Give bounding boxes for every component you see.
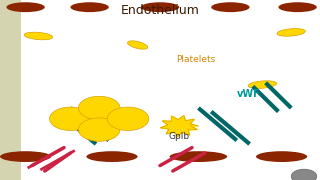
Ellipse shape [277, 29, 305, 36]
Ellipse shape [278, 2, 317, 12]
Ellipse shape [0, 151, 51, 162]
Ellipse shape [24, 32, 52, 40]
Text: Endothelium: Endothelium [121, 4, 199, 17]
Ellipse shape [6, 2, 45, 12]
Text: Platelets: Platelets [176, 55, 215, 64]
Circle shape [78, 118, 120, 141]
Ellipse shape [127, 41, 148, 49]
Ellipse shape [256, 151, 307, 162]
Ellipse shape [248, 81, 276, 88]
Ellipse shape [170, 151, 227, 162]
Polygon shape [160, 116, 198, 137]
Ellipse shape [70, 2, 109, 12]
Circle shape [107, 107, 149, 130]
Bar [0, 0, 21, 180]
Ellipse shape [141, 2, 179, 12]
Text: GpIb: GpIb [169, 132, 190, 141]
Circle shape [291, 169, 317, 180]
Ellipse shape [86, 151, 138, 162]
Circle shape [50, 107, 91, 130]
Ellipse shape [211, 2, 250, 12]
Text: vWF: vWF [237, 89, 260, 99]
Circle shape [78, 96, 120, 120]
